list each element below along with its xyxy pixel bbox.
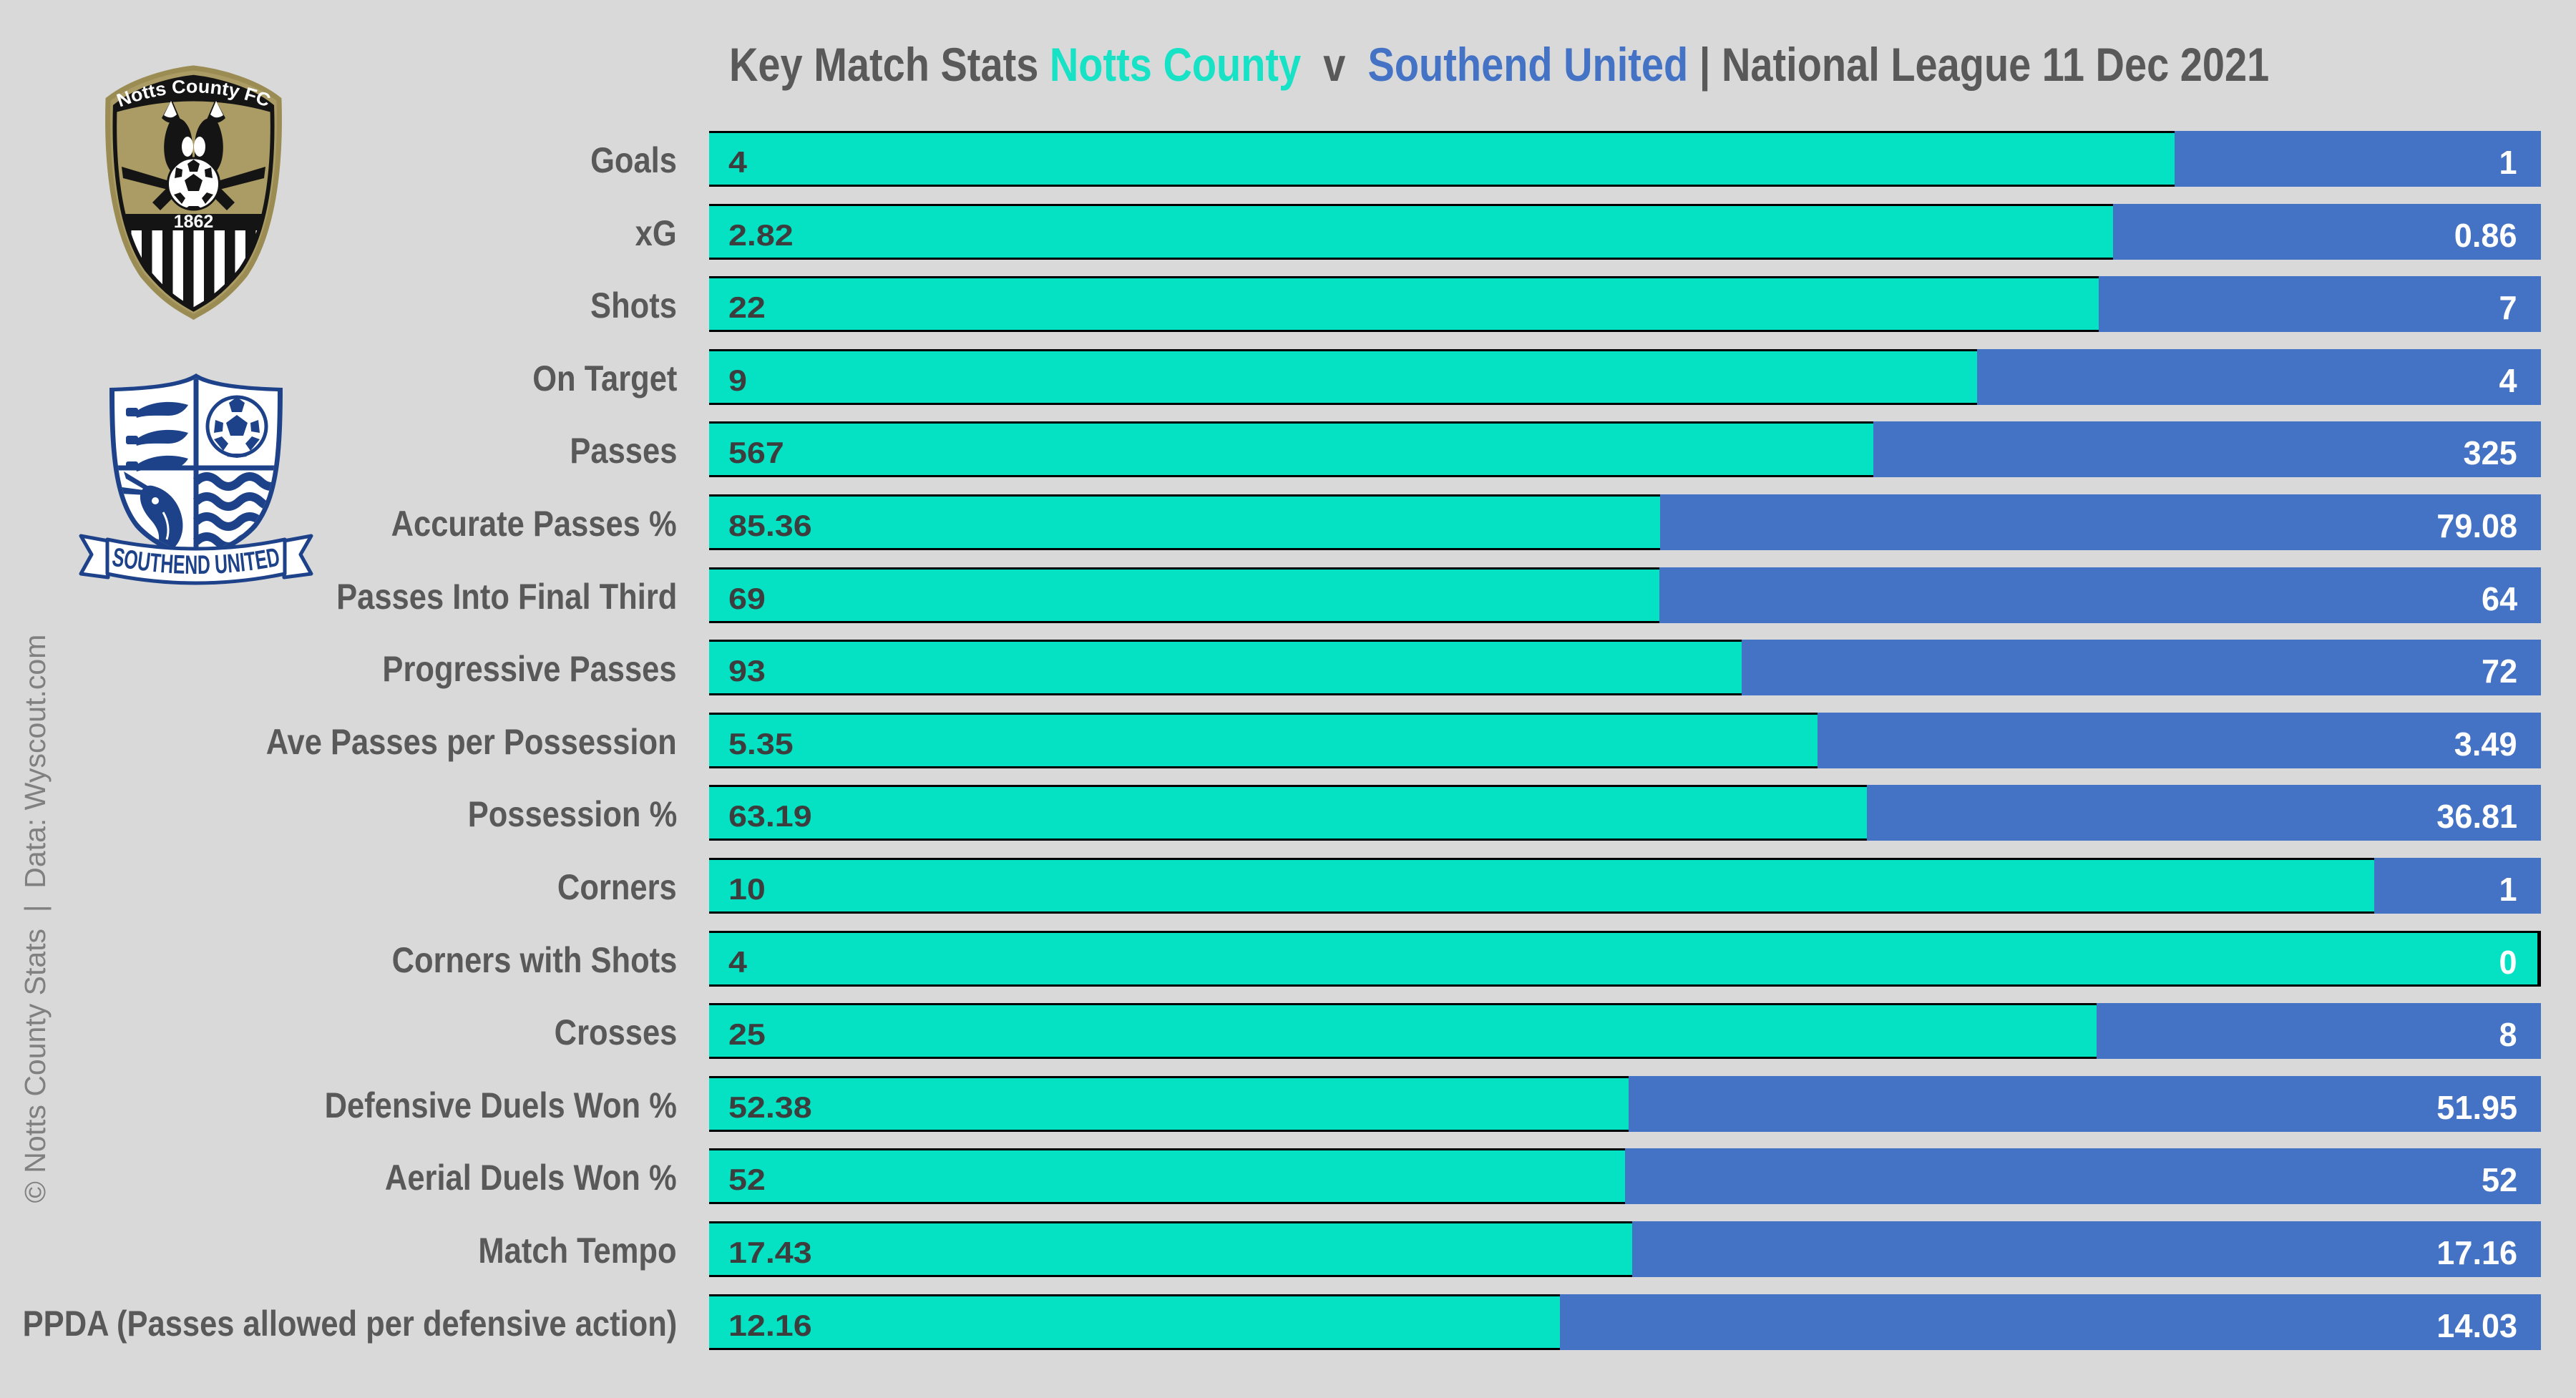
svg-text:1862: 1862 [174, 212, 214, 232]
